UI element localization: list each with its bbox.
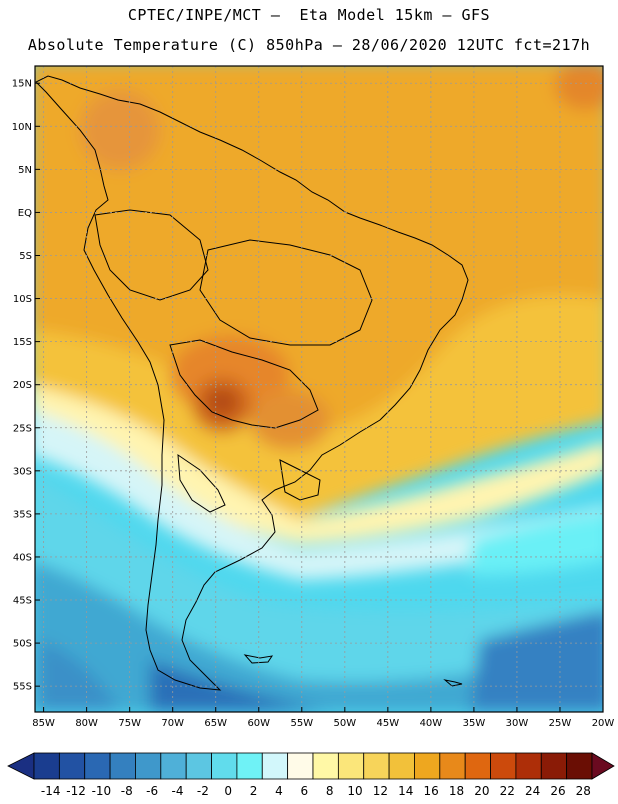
colorbar-swatch: [135, 752, 162, 780]
colorbar-label: 20: [474, 784, 489, 798]
colorbar-swatch: [185, 752, 212, 780]
colorbar-swatch: [515, 752, 542, 780]
colorbar-label: 12: [373, 784, 388, 798]
colorbar-label: -12: [66, 784, 86, 798]
colorbar-swatch: [261, 752, 289, 780]
coastline-outline: [35, 75, 469, 691]
colorbar-label: 6: [300, 784, 308, 798]
colorbar-swatch: [464, 752, 491, 780]
colorbar-high-cap: [591, 752, 615, 780]
colorbar-swatch: [312, 752, 339, 780]
map-title-line-1: CPTEC/INPE/MCT – Eta Model 15km – GFS: [127, 6, 491, 24]
lat-tick-label: 35S: [13, 509, 32, 520]
colorbar-swatch: [84, 752, 111, 780]
lat-tick-label: 15S: [13, 337, 32, 348]
lon-tick-label: 75W: [118, 718, 141, 729]
colorbar-swatch: [58, 752, 86, 780]
colorbar-label: -10: [92, 784, 112, 798]
lat-tick-label: 25S: [13, 423, 32, 434]
lon-tick-label: 85W: [32, 718, 55, 729]
lon-tick-label: 40W: [420, 718, 443, 729]
colorbar-label: -6: [146, 784, 158, 798]
lon-tick-label: 45W: [377, 718, 400, 729]
colorbar-swatch: [337, 752, 365, 780]
colorbar-label: 16: [423, 784, 438, 798]
longitude-axis: 85W 80W 75W 70W 65W 60W 55W 50W 45W 40W 35W 30W 25W 2…: [32, 707, 614, 729]
colorbar-label: 26: [550, 784, 565, 798]
colorbar-label: 14: [398, 784, 413, 798]
colorbar-label: -14: [41, 784, 61, 798]
lon-tick-label: 30W: [506, 718, 529, 729]
colorbar-swatch: [160, 752, 187, 780]
lat-tick-label: 10S: [13, 294, 32, 305]
colorbar-swatch: [33, 752, 60, 780]
lon-tick-label: 60W: [247, 718, 270, 729]
map-frame: [34, 65, 604, 713]
lat-tick-label: 20S: [13, 380, 32, 391]
colorbar-swatch: [439, 752, 466, 780]
lat-tick-label: 30S: [13, 466, 32, 477]
lat-tick-label: 15N: [12, 79, 32, 90]
colorbar-swatch: [211, 752, 238, 780]
lat-tick-label: 10N: [12, 122, 32, 133]
colorbar-swatch: [540, 752, 568, 780]
lon-tick-label: 25W: [549, 718, 572, 729]
lon-tick-label: 35W: [463, 718, 486, 729]
colorbar-label: 18: [449, 784, 464, 798]
colorbar-swatch: [566, 752, 593, 780]
colorbar-swatch: [414, 752, 441, 780]
lon-tick-label: 65W: [204, 718, 227, 729]
colorbar-label: -2: [197, 784, 209, 798]
lat-tick-label: 50S: [13, 639, 32, 650]
colorbar-label: -4: [172, 784, 184, 798]
colorbar-label: -8: [121, 784, 133, 798]
colorbar-swatch: [287, 752, 314, 780]
lon-tick-label: 70W: [161, 718, 184, 729]
map-title-line-2: Absolute Temperature (C) 850hPa – 28/06/…: [27, 36, 591, 54]
lat-tick-label: 5S: [19, 251, 32, 262]
colorbar-label: 24: [525, 784, 540, 798]
lon-tick-label: 80W: [75, 718, 98, 729]
lon-tick-label: 20W: [592, 718, 615, 729]
lon-tick-label: 55W: [290, 718, 313, 729]
colorbar-label: 22: [500, 784, 515, 798]
lat-tick-label: 40S: [13, 552, 32, 563]
colorbar-label: 0: [224, 784, 232, 798]
colorbar-label: 8: [326, 784, 334, 798]
colorbar-swatch: [363, 752, 390, 780]
colorbar-swatch: [388, 752, 415, 780]
lat-tick-label: EQ: [18, 208, 32, 219]
colorbar-swatch: [109, 752, 136, 780]
colorbar-swatch: [490, 752, 517, 780]
colorbar-label: 28: [576, 784, 591, 798]
temperature-colorbar: -14 -12 -10 -8 -6 -4 -2 0 2 4 6 8 10 12 14 16 18 20 22 24 26…: [7, 752, 615, 798]
lat-tick-label: 45S: [13, 596, 32, 607]
colorbar-swatch: [236, 752, 263, 780]
lat-tick-label: 5N: [18, 165, 32, 176]
temperature-field: [35, 66, 603, 712]
colorbar-low-cap: [7, 752, 35, 780]
colorbar-label: 10: [347, 784, 362, 798]
latitude-axis: 15N 10N 5N EQ 5S 10S 15S 20S 25S 30S 35S 40S 45S 50S 5…: [12, 79, 40, 693]
lon-tick-label: 50W: [334, 718, 357, 729]
colorbar-label: 2: [250, 784, 258, 798]
colorbar-label: 4: [275, 784, 283, 798]
lat-tick-label: 55S: [13, 682, 32, 693]
